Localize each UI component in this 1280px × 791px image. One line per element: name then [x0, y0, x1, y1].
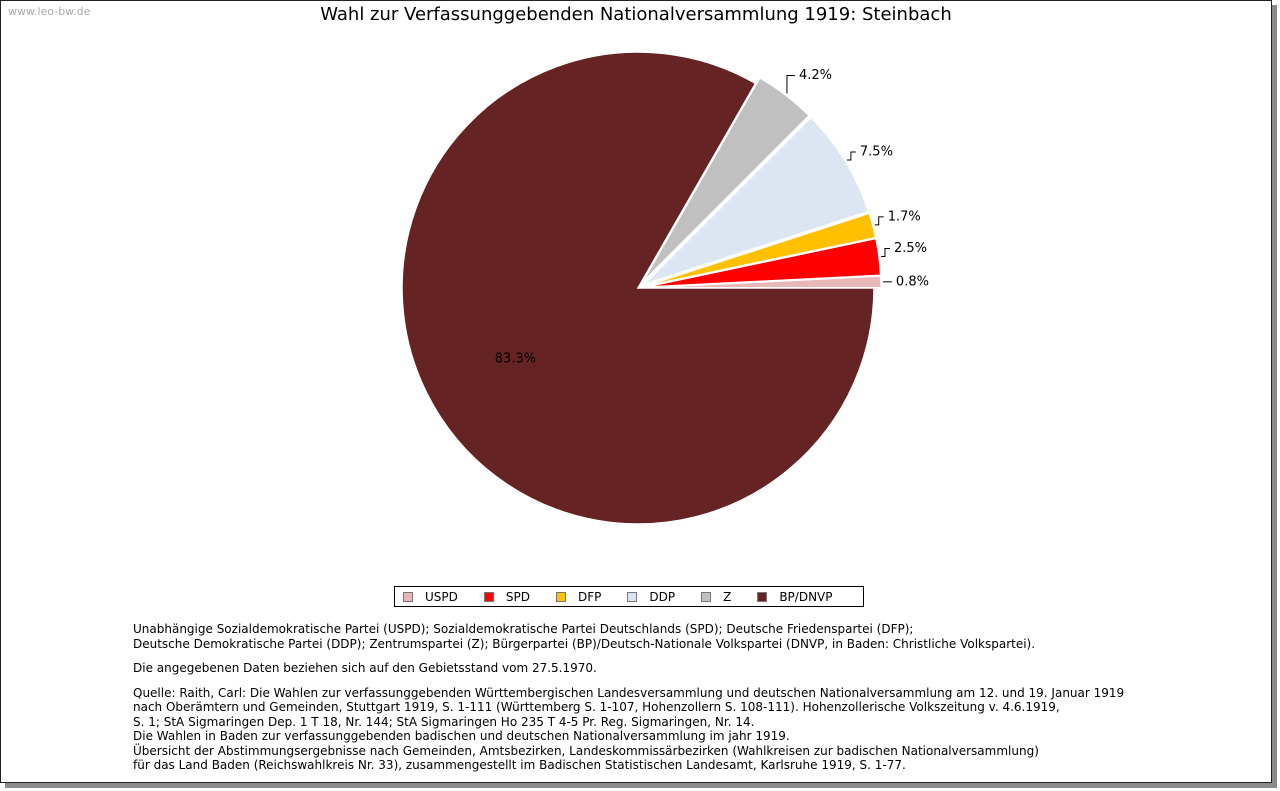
pie-slice-ddp	[643, 116, 870, 286]
legend-item: Z	[701, 590, 731, 604]
legend-label: Z	[723, 589, 732, 604]
legend-label: DDP	[649, 589, 676, 604]
slice-leader-line	[846, 151, 856, 161]
note-parties-line: Deutsche Demokratische Partei (DDP); Zen…	[133, 636, 1036, 651]
legend-swatch	[701, 591, 712, 602]
note-territory-line: Die angegebenen Daten beziehen sich auf …	[133, 661, 597, 675]
watermark: www.leo-bw.de	[8, 5, 91, 18]
note-source-line: S. 1; StA Sigmaringen Dep. 1 T 18, Nr. 1…	[133, 714, 755, 729]
legend-item: USPD	[403, 590, 458, 604]
slice-leader-line	[874, 216, 884, 226]
slice-label: 83.3%	[495, 351, 536, 366]
legend-swatch	[627, 591, 638, 602]
slice-label: 7.5%	[860, 144, 893, 159]
note-source-line: für das Land Baden (Reichswahlkreis Nr. …	[133, 758, 906, 772]
slice-label: 1.7%	[888, 209, 921, 224]
legend-swatch	[483, 591, 494, 602]
notes-gap	[133, 676, 1233, 686]
chart-title: Wahl zur Verfassunggebenden Nationalvers…	[320, 4, 952, 25]
pie-slice-dfp	[644, 212, 877, 287]
chart-legend: USPD SPD DFP DDP Z BP/DNVP	[394, 586, 864, 607]
legend-item: SPD	[483, 589, 530, 604]
legend-label: USPD	[425, 589, 458, 604]
slice-label: 2.5%	[894, 241, 927, 256]
legend-item: BP/DNVP	[757, 589, 833, 604]
pie-slice-z	[641, 76, 811, 283]
slice-leader-line	[786, 74, 795, 94]
legend-label: BP/DNVP	[779, 589, 833, 604]
chart-notes: Unabhängige Sozialdemokratische Partei (…	[133, 622, 1233, 773]
legend-swatch	[403, 591, 413, 602]
slice-leader-line	[880, 248, 890, 258]
legend-swatch	[555, 591, 566, 602]
slice-label: 4.2%	[799, 68, 832, 83]
note-parties-line: Unabhängige Sozialdemokratische Partei (…	[133, 622, 914, 636]
notes-gap	[133, 651, 1233, 661]
note-source-line: nach Oberämtern und Gemeinden, Stuttgart…	[133, 700, 1060, 714]
slice-label: 0.8%	[896, 274, 929, 289]
legend-swatch	[757, 591, 768, 602]
pie-chart: 0.8% 2.5% 1.7% 7.5% 4.2% 83.3%	[401, 51, 929, 525]
legend-label: SPD	[505, 589, 530, 604]
legend-item: DDP	[627, 590, 675, 604]
legend-item: DFP	[555, 589, 602, 604]
note-source-line: Quelle: Raith, Carl: Die Wahlen zur verf…	[133, 685, 1125, 700]
note-source-line: Übersicht der Abstimmungsergebnisse nach…	[133, 743, 1039, 758]
pie-slice-spd	[644, 237, 882, 288]
legend-label: DFP	[577, 589, 602, 604]
pie-slice-bp-dnvp	[401, 51, 875, 525]
note-source-line: Die Wahlen in Baden zur verfassunggebend…	[133, 729, 790, 743]
